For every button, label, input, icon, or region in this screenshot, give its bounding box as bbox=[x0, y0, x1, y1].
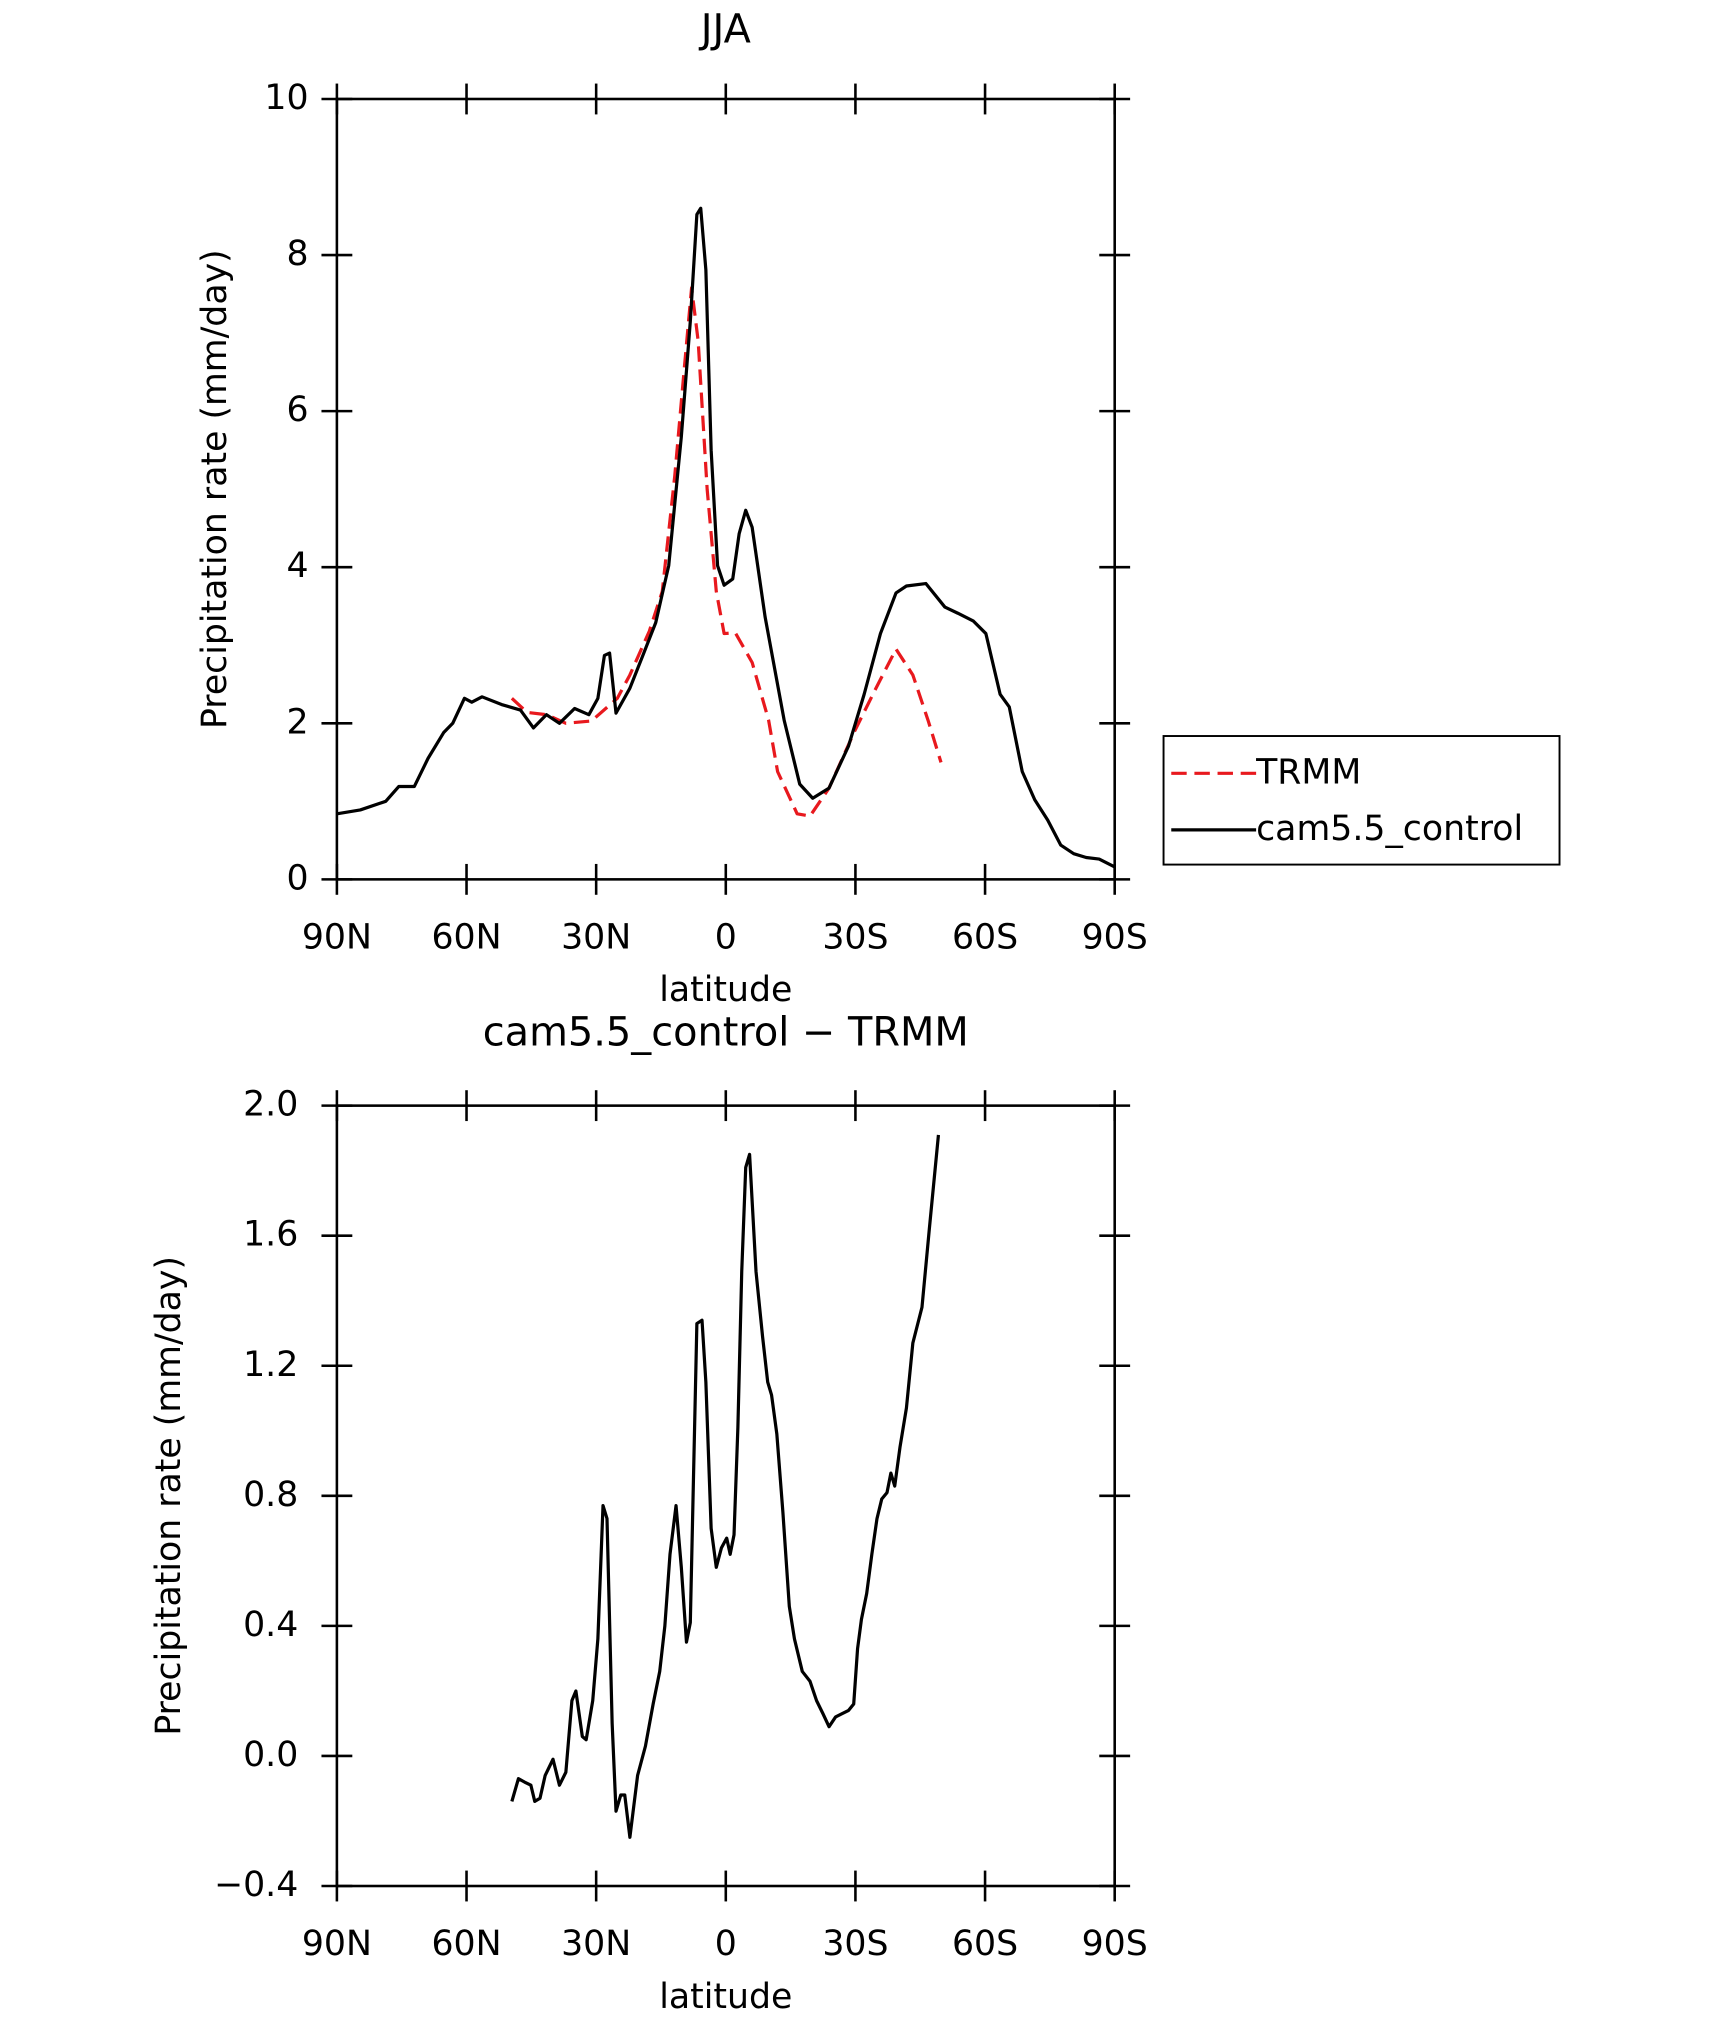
x-tick-label: 30N bbox=[561, 1924, 631, 1964]
y-tick-label: 6 bbox=[287, 390, 309, 430]
x-tick-label: 90S bbox=[1082, 1924, 1148, 1964]
x-tick-label: 60S bbox=[952, 1924, 1018, 1964]
y-axis-label: Precipitation rate (mm/day) bbox=[149, 1256, 189, 1736]
y-tick-label: 1.6 bbox=[243, 1215, 298, 1255]
x-axis-label: latitude bbox=[659, 1977, 792, 2017]
chart-title: JJA bbox=[698, 7, 751, 53]
data-line bbox=[510, 1134, 941, 1839]
data-line bbox=[510, 286, 943, 818]
plot-frame bbox=[335, 97, 1116, 881]
x-tick-label: 60N bbox=[431, 1924, 501, 1964]
y-tick-label: 0.4 bbox=[243, 1605, 298, 1645]
y-tick-label: 2 bbox=[287, 702, 309, 742]
x-tick-label: 0 bbox=[715, 918, 737, 958]
x-tick-label: 60S bbox=[952, 918, 1018, 958]
legend-label: cam5.5_control bbox=[1256, 809, 1523, 849]
x-tick-label: 60N bbox=[431, 918, 501, 958]
legend-label: TRMM bbox=[1255, 752, 1361, 792]
y-tick-label: −0.4 bbox=[214, 1865, 298, 1905]
y-tick-label: 4 bbox=[287, 546, 309, 586]
x-tick-label: 90N bbox=[302, 918, 372, 958]
x-tick-label: 30S bbox=[822, 918, 888, 958]
y-tick-label: 0.0 bbox=[243, 1735, 298, 1775]
y-tick-label: 10 bbox=[264, 78, 308, 118]
y-axis-label: Precipitation rate (mm/day) bbox=[195, 249, 235, 729]
legend-box bbox=[1162, 735, 1561, 866]
x-tick-label: 90S bbox=[1082, 918, 1148, 958]
x-tick-label: 30S bbox=[822, 1924, 888, 1964]
data-line bbox=[336, 206, 1116, 869]
y-tick-label: 1.2 bbox=[243, 1345, 298, 1385]
chart-title: cam5.5_control − TRMM bbox=[483, 1009, 969, 1055]
plot-frame bbox=[335, 1104, 1116, 1888]
x-axis-label: latitude bbox=[659, 970, 792, 1010]
y-tick-label: 8 bbox=[287, 234, 309, 274]
x-tick-label: 0 bbox=[715, 1924, 737, 1964]
x-tick-label: 30N bbox=[561, 918, 631, 958]
y-tick-label: 2.0 bbox=[243, 1085, 298, 1125]
y-tick-label: 0 bbox=[287, 858, 309, 898]
x-tick-label: 90N bbox=[302, 1924, 372, 1964]
y-tick-label: 0.8 bbox=[243, 1475, 298, 1515]
